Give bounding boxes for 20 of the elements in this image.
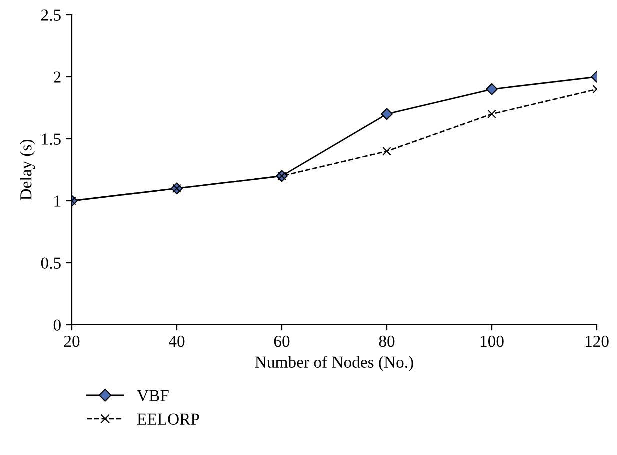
point <box>486 83 498 96</box>
point <box>488 110 496 119</box>
point <box>382 147 392 156</box>
legend-label: VBF <box>137 390 169 402</box>
x-tick-label: 120 <box>586 336 609 348</box>
y-tick-label: 2.5 <box>41 10 61 22</box>
y-tick-label: 0.5 <box>41 258 61 270</box>
x-tick-label: 20 <box>64 336 80 348</box>
x-tick-label: 60 <box>274 336 290 348</box>
x-tick-label: 80 <box>379 336 395 348</box>
y-tick-label: 2 <box>54 72 61 83</box>
legend-label: EELORP <box>137 414 200 425</box>
y-tick-label: 1.5 <box>42 134 61 146</box>
x-axis-title: Number of Nodes (No.) <box>255 356 414 372</box>
point <box>381 108 393 120</box>
x-tick-label: 40 <box>168 336 185 348</box>
y-axis-title: Delay (s) <box>20 140 36 200</box>
x-tick-label: 100 <box>480 336 504 348</box>
y-tick-label: 0 <box>54 320 61 331</box>
y-tick-label: 1 <box>54 196 61 207</box>
